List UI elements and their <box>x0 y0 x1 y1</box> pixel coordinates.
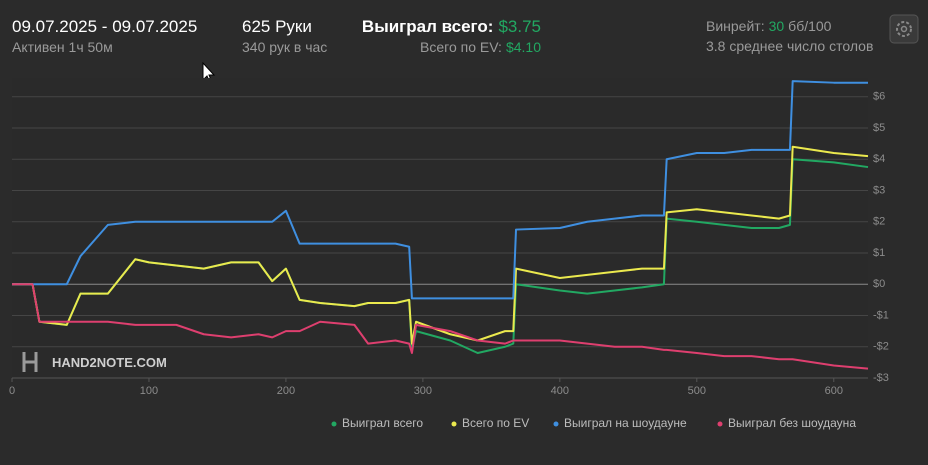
plot-background <box>12 78 868 378</box>
y-tick-label: $1 <box>873 247 885 259</box>
winrate-value: 30 <box>769 18 785 34</box>
ev-total: Всего по EV: $4.10 <box>420 39 541 55</box>
y-tick-label: -$3 <box>873 372 889 384</box>
active-time: Активен 1ч 50м <box>12 39 113 55</box>
legend-label: Всего по EV <box>462 416 529 430</box>
ev-total-value: $4.10 <box>506 39 541 55</box>
y-tick-label: $3 <box>873 184 885 196</box>
y-tick-label: -$2 <box>873 341 889 353</box>
plot-area: -$3 -$2 -$1 $0 $1 $2 $3 $4 $5 $6 0 100 200 300 400 500 6… <box>9 78 889 397</box>
y-tick-label: -$1 <box>873 309 889 321</box>
y-tick-label: $4 <box>873 153 885 165</box>
won-total-label: Выиграл всего: <box>362 17 494 36</box>
legend-label: Выиграл без шоудауна <box>728 416 856 430</box>
legend-marker <box>717 421 723 427</box>
winrate: Винрейт: 30 бб/100 <box>706 18 832 34</box>
watermark-logo <box>22 352 38 372</box>
legend-marker <box>451 421 457 427</box>
series-line <box>12 283 869 370</box>
winrate-unit: бб/100 <box>788 18 831 34</box>
x-tick-label: 100 <box>140 385 158 397</box>
y-tick-label: $0 <box>873 278 885 290</box>
won-total: Выиграл всего: $3.75 <box>362 17 541 36</box>
x-tick-label: 400 <box>551 385 569 397</box>
legend-marker <box>553 421 559 427</box>
x-tick-label: 300 <box>414 385 432 397</box>
series-line <box>12 80 868 300</box>
legend-marker <box>331 421 337 427</box>
winrate-label: Винрейт: <box>706 18 765 34</box>
y-tick-label: $6 <box>873 91 885 103</box>
x-tick-label: 200 <box>277 385 295 397</box>
y-tick-label: $5 <box>873 122 885 134</box>
legend-label: Выиграл всего <box>342 416 423 430</box>
legend-label: Выиграл на шоудауне <box>564 416 687 430</box>
settings-frame[interactable] <box>889 14 919 44</box>
y-tick-label: $2 <box>873 216 885 228</box>
x-tick-label: 0 <box>9 385 15 397</box>
settings-gear[interactable] <box>896 21 912 37</box>
watermark-text: HAND2NOTE.COM <box>52 355 167 370</box>
ev-total-label: Всего по EV: <box>420 39 502 55</box>
won-total-value: $3.75 <box>498 17 541 36</box>
hands: 625 Руки <box>242 17 312 36</box>
legend: Выиграл всего Всего по EV Выиграл на шоуда… <box>331 416 856 430</box>
x-tick-label: 600 <box>825 385 843 397</box>
avg-tables: 3.8 среднее число столов <box>706 38 873 54</box>
settings-button[interactable] <box>889 14 919 44</box>
x-tick-label: 500 <box>688 385 706 397</box>
hands-per-hour: 340 рук в час <box>242 39 327 55</box>
watermark: HAND2NOTE.COM <box>22 352 167 372</box>
series-line <box>12 145 869 345</box>
date-range: 09.07.2025 - 09.07.2025 <box>12 17 197 36</box>
settings-gear-hub[interactable] <box>900 25 908 33</box>
